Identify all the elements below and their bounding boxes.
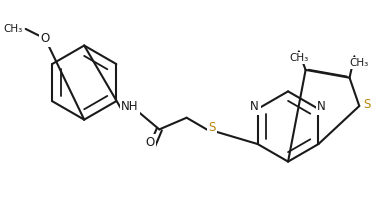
Text: CH₃: CH₃ <box>289 53 308 63</box>
Text: O: O <box>145 136 154 149</box>
Text: O: O <box>41 32 50 45</box>
Text: CH₃: CH₃ <box>3 24 23 34</box>
Text: NH: NH <box>121 100 139 113</box>
Text: N: N <box>317 100 326 113</box>
Text: S: S <box>363 98 371 110</box>
Text: N: N <box>250 100 259 113</box>
Text: CH₃: CH₃ <box>349 58 369 68</box>
Text: S: S <box>208 121 216 134</box>
